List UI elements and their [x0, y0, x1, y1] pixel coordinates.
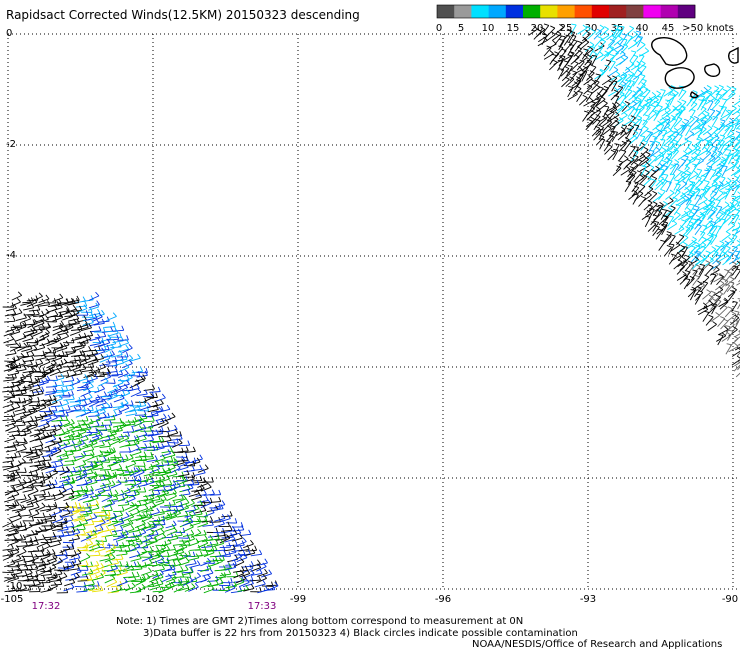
map-title: Rapidsact Corrected Winds(12.5KM) 201503…	[6, 8, 360, 22]
colorbar-swatch	[437, 5, 455, 18]
colorbar-swatch	[626, 5, 644, 18]
colorbar-swatch	[471, 5, 489, 18]
galapagos-islands-outline	[651, 37, 739, 99]
colorbar-swatch	[454, 5, 472, 18]
colorbar-label: 15	[507, 23, 520, 34]
colorbar-label: 45	[662, 23, 675, 34]
longitude-tick-label: -93	[580, 594, 596, 605]
colorbar-swatch	[574, 5, 593, 18]
wind-swath-right	[528, 23, 740, 378]
colorbar-swatch	[677, 5, 696, 18]
time-label-right: 17:33	[248, 601, 277, 612]
longitude-tick-labels: -105 -102 -99 -96 -93 -90	[1, 594, 739, 605]
time-label-left: 17:32	[32, 601, 61, 612]
colorbar-swatch	[488, 5, 507, 18]
latitude-tick-label: -4	[6, 250, 16, 261]
colorbar-labels: 051015202530354045>50 knots	[436, 23, 734, 34]
latitude-tick-label: -2	[6, 139, 16, 150]
longitude-tick-label: -105	[1, 594, 24, 605]
colorbar-swatch	[540, 5, 558, 18]
note-line-2: 3)Data buffer is 22 hrs from 20150323 4)…	[143, 628, 578, 639]
latitude-tick-label: 0	[6, 28, 12, 39]
colorbar-label: 0	[436, 23, 442, 34]
colorbar-swatch	[505, 5, 524, 18]
colorbar-swatch	[609, 5, 627, 18]
longitude-tick-label: -102	[142, 594, 165, 605]
colorbar-swatch	[643, 5, 661, 18]
colorbar-label: 10	[482, 23, 495, 34]
wind-swath-left	[2, 291, 279, 594]
colorbar-label: 5	[458, 23, 464, 34]
latitude-tick-label: -10	[6, 581, 22, 592]
colorbar-swatch	[591, 5, 610, 18]
latitude-tick-label: -8	[6, 472, 16, 483]
latitude-tick-label: -6	[6, 361, 16, 372]
longitude-tick-label: -96	[435, 594, 451, 605]
colorbar-legend	[436, 4, 696, 19]
colorbar-label: 25	[560, 23, 573, 34]
graticule	[7, 33, 738, 590]
colorbar-swatch	[523, 5, 541, 18]
note-line-3: NOAA/NESDIS/Office of Research and Appli…	[472, 639, 723, 650]
latitude-tick-labels: 0 -2 -4 -6 -8 -10	[6, 28, 22, 592]
longitude-tick-label: -90	[722, 594, 738, 605]
colorbar-label: 40	[636, 23, 649, 34]
colorbar-swatch	[660, 5, 679, 18]
colorbar-label: >50 knots	[682, 23, 734, 34]
longitude-tick-label: -99	[290, 594, 306, 605]
colorbar-label: 30	[585, 23, 598, 34]
colorbar-swatch	[557, 5, 575, 18]
note-line-1: Note: 1) Times are GMT 2)Times along bot…	[116, 616, 524, 627]
